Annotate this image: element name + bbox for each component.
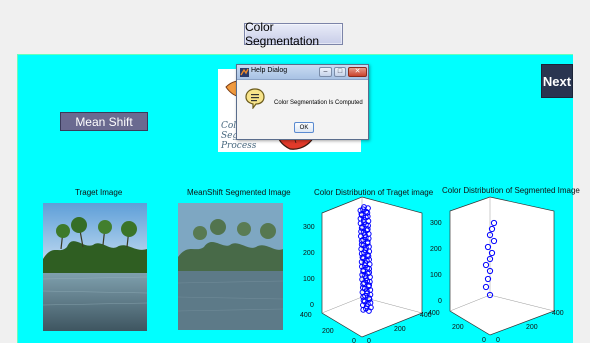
target-image (43, 203, 147, 331)
right-tick-400: 400 (552, 310, 564, 317)
info-speech-bubble-icon (245, 88, 265, 109)
scatter-point (490, 219, 498, 227)
color-segmentation-button[interactable]: Color Segmentation (244, 20, 343, 48)
dist-segmented-plot: 300 200 100 0 400 200 0 0 200 400 (428, 196, 564, 343)
scatter-point (366, 308, 372, 314)
scatter-point (488, 249, 496, 257)
dist-target-plot: 300 200 100 0 400 200 0 0 200 400 (300, 196, 432, 343)
mean-shift-button[interactable]: Mean Shift (60, 112, 148, 131)
dist-target-title: Color Distribution of Traget image (314, 188, 434, 197)
scatter-point (482, 283, 490, 291)
scatter-point (358, 225, 365, 231)
scatter-point (484, 275, 492, 283)
z-tick-200: 200 (303, 250, 315, 257)
scatter-point (484, 243, 492, 251)
dist-segmented-title: Color Distribution of Segmented Image (442, 186, 580, 195)
left-tick-200: 200 (452, 324, 464, 331)
scatter-point (360, 268, 367, 275)
z-tick-200: 200 (430, 246, 442, 253)
z-tick-0: 0 (438, 298, 442, 305)
segmented-image-title: MeanShift Segmented Image (187, 188, 291, 197)
right-tick-0: 0 (367, 338, 371, 343)
scatter-point (486, 231, 494, 239)
target-image-title: Traget Image (75, 188, 123, 197)
dist-segmented-scatter (482, 219, 498, 299)
left-tick-400: 400 (300, 312, 312, 319)
dialog-title: Help Dialog (251, 67, 288, 74)
dialog-title-bar[interactable]: Help Dialog – □ ✕ (237, 65, 368, 80)
artwork-text-line3: Process (221, 141, 257, 151)
z-tick-300: 300 (430, 220, 442, 227)
close-icon[interactable]: ✕ (348, 67, 367, 77)
z-tick-300: 300 (303, 224, 315, 231)
left-tick-0: 0 (482, 337, 486, 343)
left-tick-400: 400 (428, 310, 440, 317)
scatter-point (482, 261, 490, 269)
left-tick-200: 200 (322, 328, 334, 335)
right-tick-400: 400 (420, 312, 432, 319)
left-tick-0: 0 (352, 338, 356, 343)
ok-button[interactable]: OK (294, 122, 314, 133)
scatter-point (486, 291, 494, 299)
right-tick-200: 200 (526, 324, 538, 331)
scatter-point (486, 267, 494, 275)
next-button[interactable]: Next (541, 64, 573, 98)
help-dialog: Help Dialog – □ ✕ Color Segmentation Is … (236, 64, 369, 140)
z-tick-100: 100 (303, 276, 315, 283)
right-tick-0: 0 (496, 337, 500, 343)
scatter-point (486, 255, 494, 263)
artwork-text-line1: Color (221, 121, 246, 131)
dist-target-scatter (357, 204, 374, 314)
right-tick-200: 200 (394, 326, 406, 333)
z-tick-100: 100 (430, 272, 442, 279)
minimize-icon[interactable]: – (319, 67, 332, 77)
scatter-point (490, 237, 498, 245)
scatter-point (358, 212, 365, 219)
dialog-message: Color Segmentation Is Computed (274, 100, 363, 106)
z-tick-0: 0 (310, 302, 314, 309)
maximize-icon[interactable]: □ (334, 67, 346, 77)
scatter-point (360, 306, 367, 313)
segmented-image (178, 203, 283, 330)
scatter-point (488, 225, 496, 233)
matlab-logo-icon (240, 68, 249, 77)
